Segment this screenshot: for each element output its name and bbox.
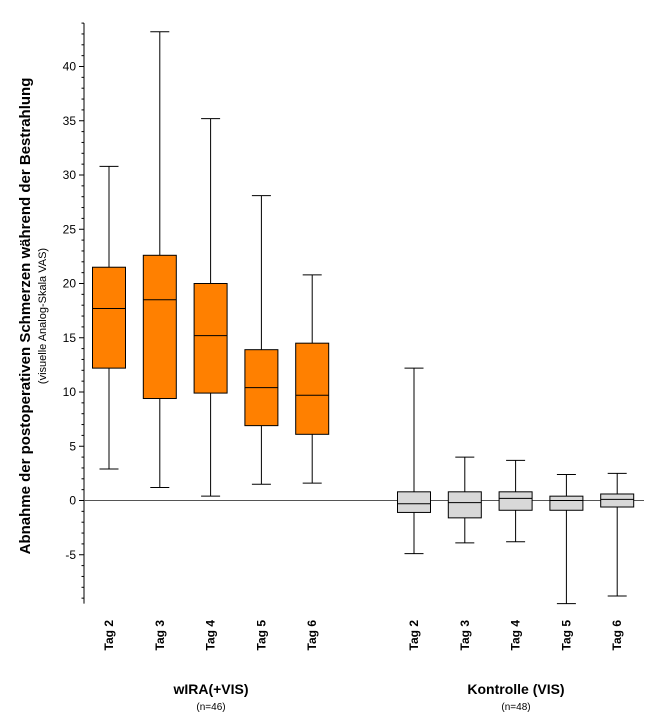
y-tick-label: 40 bbox=[63, 60, 77, 74]
group-label-wira: wIRA(+VIS) bbox=[172, 681, 248, 697]
box-kontrolle-5 bbox=[549, 473, 584, 605]
y-tick-label: 35 bbox=[63, 114, 77, 128]
box-wira-6 bbox=[295, 274, 330, 484]
category-label: Tag 6 bbox=[305, 620, 319, 651]
box-kontrolle-4 bbox=[498, 459, 533, 543]
y-axis-title: Abnahme der postoperativen Schmerzen wäh… bbox=[17, 78, 49, 555]
group-n-kontrolle: (n=48) bbox=[501, 702, 530, 713]
category-label: Tag 4 bbox=[509, 620, 523, 651]
box-kontrolle-6 bbox=[600, 472, 635, 597]
box-wira-2 bbox=[92, 165, 126, 470]
iqr-box bbox=[549, 495, 584, 511]
iqr-box bbox=[447, 491, 482, 519]
y-axis: -5 0 5 10 15 20 25 30 35 40 bbox=[63, 22, 85, 604]
box-wira-5 bbox=[244, 195, 279, 485]
box-kontrolle-2 bbox=[397, 367, 431, 555]
iqr-box bbox=[142, 254, 177, 400]
iqr-box bbox=[397, 491, 431, 513]
category-label: Tag 3 bbox=[153, 620, 167, 651]
category-label: Tag 2 bbox=[102, 620, 116, 651]
y-tick-label: 0 bbox=[69, 494, 76, 508]
y-tick-label: 10 bbox=[63, 385, 77, 399]
category-label: Tag 6 bbox=[610, 620, 624, 651]
category-label: Tag 3 bbox=[458, 620, 472, 651]
iqr-box bbox=[498, 491, 533, 511]
category-label: Tag 2 bbox=[407, 620, 421, 651]
y-axis-sublabel: (visuelle Analog-Skala VAS) bbox=[37, 248, 49, 384]
box-wira-4 bbox=[193, 118, 228, 497]
y-tick-label: 25 bbox=[63, 222, 77, 236]
y-tick-label: 30 bbox=[63, 168, 77, 182]
group-n-wira: (n=46) bbox=[196, 702, 225, 713]
y-axis-label: Abnahme der postoperativen Schmerzen wäh… bbox=[17, 78, 34, 555]
y-tick-label: 15 bbox=[63, 331, 77, 345]
y-tick-label: 5 bbox=[69, 439, 76, 453]
y-tick-label: -5 bbox=[65, 548, 76, 562]
category-labels: Tag 2 Tag 3 Tag 4 Tag 5 Tag 6 Tag 2 Tag 3 Tag 4… bbox=[102, 620, 624, 651]
box-series bbox=[92, 31, 635, 605]
y-tick-label: 20 bbox=[63, 277, 77, 291]
iqr-box bbox=[92, 266, 126, 369]
box-wira-3 bbox=[142, 31, 177, 488]
iqr-box bbox=[600, 493, 635, 508]
group-label-kontrolle: Kontrolle (VIS) bbox=[467, 681, 564, 697]
category-label: Tag 4 bbox=[204, 620, 218, 651]
category-label: Tag 5 bbox=[254, 620, 268, 651]
iqr-box bbox=[295, 342, 330, 435]
iqr-box bbox=[193, 283, 228, 394]
box-kontrolle-3 bbox=[447, 456, 482, 544]
group-labels: wIRA(+VIS) (n=46) Kontrolle (VIS) (n=48) bbox=[172, 681, 564, 713]
category-label: Tag 5 bbox=[559, 620, 573, 651]
